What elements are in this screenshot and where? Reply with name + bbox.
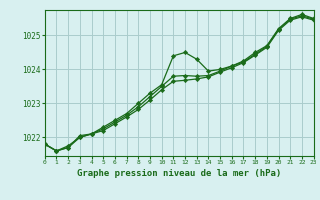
- X-axis label: Graphe pression niveau de la mer (hPa): Graphe pression niveau de la mer (hPa): [77, 169, 281, 178]
